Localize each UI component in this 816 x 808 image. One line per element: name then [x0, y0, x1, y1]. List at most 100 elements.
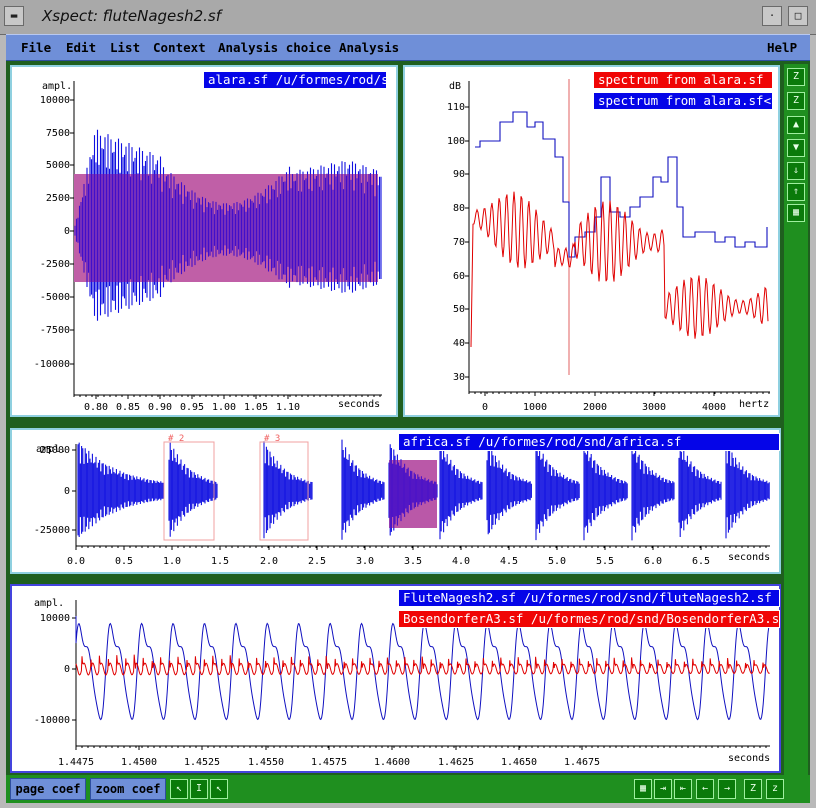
x-tick-label: 1.4500: [121, 757, 157, 768]
scroll-right-end-icon[interactable]: ⇥: [654, 779, 672, 799]
menu-file[interactable]: File: [21, 40, 52, 55]
scroll-up-icon[interactable]: ⇑: [787, 183, 805, 201]
right-toolbar: Z Z ▲ ▼ ⇓ ⇑ ▦: [784, 64, 808, 776]
x-tick-label: 5.5: [596, 556, 614, 567]
window-menu-icon[interactable]: ▬: [4, 6, 24, 26]
waveform-plot-alara: 10000 7500 5000 2500 0 -2500 -5000 -7500 -10000 0…: [34, 81, 382, 413]
legend-bosendorfer[interactable]: BosendorferA3.sf /u/formes/rod/snd/Bosen…: [398, 610, 780, 628]
menu-context[interactable]: Context: [153, 40, 206, 55]
y-axis-label: ampl.: [36, 444, 66, 455]
bosendorfer-waveform: [75, 654, 770, 676]
x-tick-label: 0.80: [84, 402, 108, 413]
x-axis-unit: seconds: [728, 753, 770, 764]
zoom-fit-icon[interactable]: ▦: [634, 779, 652, 799]
x-tick-label: 3.0: [356, 556, 374, 567]
y-tick-label: 100: [447, 136, 465, 147]
bottom-toolbar: page coef zoom coef ↖ I ↖ ▦ ⇥ ⇤ ← → Z z: [6, 775, 810, 803]
x-tick-label: 1.4675: [564, 757, 600, 768]
x-tick-label: 1.4525: [184, 757, 220, 768]
x-tick-label: 0.85: [116, 402, 140, 413]
overview-panel-africa[interactable]: 25000 0 -25000 0.0 0.5 1.0 1.5 2.0 2.5 3.0 3.5 4.0 4…: [10, 428, 781, 574]
zoom-out-button[interactable]: Z: [787, 92, 805, 110]
legend-spectrum-blue[interactable]: spectrum from alara.sf<2>: [593, 92, 773, 110]
y-axis-label: ampl.: [42, 81, 72, 92]
x-tick-label: 0.5: [115, 556, 133, 567]
x-tick-label: 4.5: [500, 556, 518, 567]
y-tick-label: 110: [447, 102, 465, 113]
scroll-left-end-icon[interactable]: ⇤: [674, 779, 692, 799]
x-tick-label: 2.5: [308, 556, 326, 567]
legend-africa[interactable]: africa.sf /u/formes/rod/snd/africa.sf: [398, 433, 780, 451]
x-tick-label: 3000: [642, 402, 666, 413]
x-tick-label: 0.95: [180, 402, 204, 413]
spectrum-panel[interactable]: 110 100 90 80 70 60 50 40 30 0 1000 2000 3000 4000 dB…: [403, 65, 780, 417]
y-tick-label: -25000: [34, 525, 70, 536]
x-axis-unit: seconds: [728, 552, 770, 563]
region-marker-label: # 2: [168, 434, 184, 444]
x-tick-label: 1.5: [211, 556, 229, 567]
page-down-icon[interactable]: ▼: [787, 139, 805, 157]
x-tick-label: 1.10: [276, 402, 300, 413]
y-tick-label: 50: [453, 304, 465, 315]
waveform-blue: [74, 129, 382, 321]
region-marker-label: # 3: [264, 434, 280, 444]
text-cursor-icon[interactable]: I: [190, 779, 208, 799]
x-tick-label: 4.0: [452, 556, 470, 567]
zoom-coef-button[interactable]: zoom coef: [90, 778, 166, 800]
select-left-icon[interactable]: ↖: [170, 779, 188, 799]
zoom-in-button[interactable]: Z: [787, 68, 805, 86]
spectrum-red-curve: [470, 191, 769, 348]
zoom-x-in-icon[interactable]: Z: [744, 779, 762, 799]
legend-alara[interactable]: alara.sf /u/formes/rod/sn: [203, 71, 387, 89]
overview-plot-africa: 25000 0 -25000 0.0 0.5 1.0 1.5 2.0 2.5 3.0 3.5 4.0 4…: [34, 434, 770, 567]
title-bar: ▬ Xspect: fluteNagesh2.sf · □: [0, 0, 816, 35]
selection-overlay: [74, 174, 378, 282]
zoom-x-out-icon[interactable]: z: [766, 779, 784, 799]
legend-flute[interactable]: FluteNagesh2.sf /u/formes/rod/snd/fluteN…: [398, 589, 780, 607]
y-tick-label: 10000: [40, 95, 70, 106]
y-tick-label: 0: [64, 486, 70, 497]
menu-edit[interactable]: Edit: [66, 40, 97, 55]
zoom-panel-flute[interactable]: 10000 0 -10000 1.4475 1.4500 1.4525 1.4550 1.45…: [10, 584, 781, 773]
menu-analysis-choice[interactable]: Analysis choice: [218, 40, 331, 55]
y-tick-label: 25000: [40, 445, 70, 456]
x-tick-label: 2000: [583, 402, 607, 413]
y-tick-label: -2500: [40, 259, 70, 270]
waveform-panel-alara[interactable]: 10000 7500 5000 2500 0 -2500 -5000 -7500 -10000 0…: [10, 65, 398, 417]
y-tick-label: 70: [453, 237, 465, 248]
y-axis-label: ampl.: [34, 598, 64, 609]
y-tick-label: 90: [453, 169, 465, 180]
legend-spectrum-red[interactable]: spectrum from alara.sf: [593, 71, 773, 89]
menu-bar: File Edit List Context Analysis choice A…: [6, 34, 810, 61]
fit-all-icon[interactable]: ▦: [787, 204, 805, 222]
x-tick-label: 1000: [523, 402, 547, 413]
x-tick-label: 1.4600: [374, 757, 410, 768]
menu-help[interactable]: HelP: [767, 40, 798, 55]
menu-analysis[interactable]: Analysis: [339, 40, 400, 55]
page-coef-button[interactable]: page coef: [10, 778, 86, 800]
y-tick-label: 10000: [40, 613, 70, 624]
minimize-icon[interactable]: ·: [762, 6, 782, 26]
scroll-right-icon[interactable]: →: [718, 779, 736, 799]
zoom-plot-flute: 10000 0 -10000 1.4475 1.4500 1.4525 1.4550 1.45…: [34, 598, 770, 768]
x-tick-label: 0.0: [67, 556, 85, 567]
y-tick-label: 7500: [46, 128, 70, 139]
maximize-icon[interactable]: □: [788, 6, 808, 26]
page-up-icon[interactable]: ▲: [787, 116, 805, 134]
x-tick-label: 1.00: [212, 402, 236, 413]
x-axis-unit: seconds: [338, 399, 380, 410]
x-tick-label: 1.4650: [501, 757, 537, 768]
spectrum-blue-curve: [475, 111, 768, 258]
y-tick-label: -5000: [40, 292, 70, 303]
y-tick-label: 0: [64, 664, 70, 675]
scroll-left-icon[interactable]: ←: [696, 779, 714, 799]
x-tick-label: 1.4575: [311, 757, 347, 768]
menu-list[interactable]: List: [110, 40, 141, 55]
y-tick-label: 40: [453, 338, 465, 349]
y-tick-label: -10000: [34, 715, 70, 726]
x-axis-unit: hertz: [739, 399, 769, 410]
scroll-down-icon[interactable]: ⇓: [787, 162, 805, 180]
pointer-icon[interactable]: ↖: [210, 779, 228, 799]
x-tick-label: 2.0: [260, 556, 278, 567]
y-tick-label: -10000: [34, 359, 70, 370]
